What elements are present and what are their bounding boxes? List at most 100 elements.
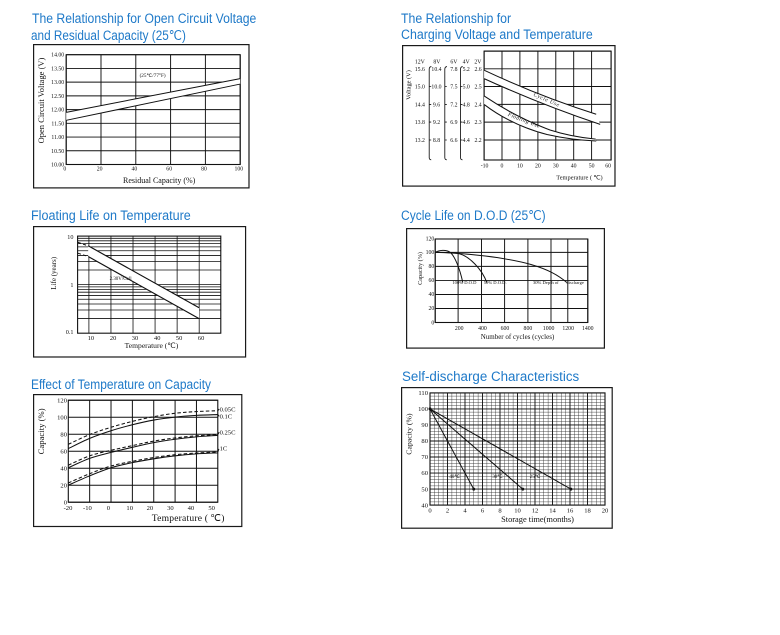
svg-text:0: 0 xyxy=(107,505,111,512)
svg-text:0: 0 xyxy=(64,500,68,507)
svg-text:8V: 8V xyxy=(433,59,441,65)
svg-text:7.8: 7.8 xyxy=(450,66,457,72)
svg-text:20: 20 xyxy=(535,163,541,169)
svg-text:Storage time(months): Storage time(months) xyxy=(501,514,574,523)
svg-text:discharge: discharge xyxy=(567,279,584,284)
svg-text:7.2: 7.2 xyxy=(450,102,457,108)
svg-text:60: 60 xyxy=(166,167,172,173)
svg-text:14.00: 14.00 xyxy=(51,53,64,59)
svg-text:120: 120 xyxy=(426,236,435,242)
svg-text:8: 8 xyxy=(498,507,502,514)
svg-text:2.4: 2.4 xyxy=(474,102,481,108)
svg-text:1C: 1C xyxy=(219,446,227,453)
svg-text:100: 100 xyxy=(426,250,435,256)
svg-text:Temperature (℃): Temperature (℃) xyxy=(124,341,178,350)
svg-text:50% D.O.D.: 50% D.O.D. xyxy=(484,279,507,284)
svg-text:40: 40 xyxy=(421,502,428,509)
svg-text:6: 6 xyxy=(481,507,485,514)
svg-text:80: 80 xyxy=(429,264,435,270)
svg-text:13.8: 13.8 xyxy=(415,120,425,126)
svg-text:Temperature ( ℃): Temperature ( ℃) xyxy=(556,174,602,181)
svg-text:4: 4 xyxy=(463,507,467,514)
svg-text:70: 70 xyxy=(421,454,428,461)
svg-text:18: 18 xyxy=(584,507,591,514)
svg-text:10: 10 xyxy=(126,505,133,512)
svg-text:0.05C: 0.05C xyxy=(219,407,236,414)
svg-text:5.0: 5.0 xyxy=(463,84,470,90)
svg-text:12: 12 xyxy=(532,507,539,514)
svg-text:1200: 1200 xyxy=(563,325,575,331)
svg-text:40: 40 xyxy=(131,167,137,173)
svg-text:0: 0 xyxy=(501,163,504,169)
svg-text:40: 40 xyxy=(154,335,160,342)
svg-text:120: 120 xyxy=(57,398,68,405)
svg-text:Capacity (%): Capacity (%) xyxy=(404,413,413,455)
svg-text:40: 40 xyxy=(571,163,577,169)
svg-text:20: 20 xyxy=(110,335,116,342)
svg-text:40: 40 xyxy=(187,505,194,512)
svg-text:20: 20 xyxy=(602,507,609,514)
svg-text:7.5: 7.5 xyxy=(450,84,457,90)
svg-text:12.00: 12.00 xyxy=(51,108,64,114)
svg-text:15.0: 15.0 xyxy=(415,84,425,90)
svg-text:10: 10 xyxy=(67,234,73,241)
svg-text:50: 50 xyxy=(175,335,181,342)
svg-text:14.4: 14.4 xyxy=(415,102,425,108)
svg-text:800: 800 xyxy=(524,325,533,331)
svg-text:10.50: 10.50 xyxy=(51,149,64,155)
svg-text:100% D.O.D: 100% D.O.D xyxy=(453,279,478,284)
svg-text:30% Depth of: 30% Depth of xyxy=(533,279,559,284)
svg-text:10.00: 10.00 xyxy=(51,163,64,169)
svg-text:100: 100 xyxy=(418,406,429,413)
svg-text:30: 30 xyxy=(553,163,559,169)
svg-text:10: 10 xyxy=(514,507,521,514)
svg-text:4V: 4V xyxy=(463,59,471,65)
svg-text:6V: 6V xyxy=(450,59,458,65)
svg-text:30: 30 xyxy=(167,505,174,512)
svg-text:6.6: 6.6 xyxy=(450,138,457,144)
svg-text:13.50: 13.50 xyxy=(51,67,64,73)
svg-text:-20: -20 xyxy=(63,505,72,512)
svg-text:1000: 1000 xyxy=(543,325,555,331)
svg-text:2.30V/Cell: 2.30V/Cell xyxy=(109,277,132,282)
svg-text:80: 80 xyxy=(421,438,428,445)
svg-text:5.2: 5.2 xyxy=(463,66,470,72)
svg-text:200: 200 xyxy=(455,325,464,331)
svg-text:Voltage (V): Voltage (V) xyxy=(406,70,413,100)
svg-text:2.3: 2.3 xyxy=(474,120,481,126)
svg-text:Capacity (%): Capacity (%) xyxy=(36,409,46,455)
svg-text:4.8: 4.8 xyxy=(463,102,470,108)
svg-text:100: 100 xyxy=(57,415,68,422)
svg-text:Residual Capacity (%): Residual Capacity (%) xyxy=(123,176,196,185)
svg-text:0: 0 xyxy=(432,320,435,326)
svg-text:11.50: 11.50 xyxy=(51,122,64,128)
svg-text:2: 2 xyxy=(446,507,449,514)
svg-text:0.25C: 0.25C xyxy=(219,430,236,437)
svg-text:13.00: 13.00 xyxy=(51,80,64,86)
svg-text:400: 400 xyxy=(478,325,487,331)
svg-text:16: 16 xyxy=(567,507,574,514)
svg-text:60: 60 xyxy=(421,470,428,477)
svg-text:2V: 2V xyxy=(474,59,482,65)
svg-text:2.2: 2.2 xyxy=(474,138,481,144)
svg-text:50: 50 xyxy=(421,486,428,493)
svg-text:110: 110 xyxy=(418,390,428,397)
svg-text:80: 80 xyxy=(60,432,67,439)
svg-text:0: 0 xyxy=(428,507,432,514)
svg-text:Life (years): Life (years) xyxy=(49,256,57,289)
svg-text:60: 60 xyxy=(429,278,435,284)
svg-text:40℃: 40℃ xyxy=(449,473,460,479)
svg-text:20: 20 xyxy=(60,483,67,490)
svg-text:10.0: 10.0 xyxy=(431,84,441,90)
svg-text:14: 14 xyxy=(549,507,556,514)
svg-text:80: 80 xyxy=(201,167,207,173)
svg-text:20: 20 xyxy=(96,167,102,173)
svg-text:15.6: 15.6 xyxy=(415,66,425,72)
svg-text:8.8: 8.8 xyxy=(433,138,440,144)
svg-text:9.6: 9.6 xyxy=(433,102,440,108)
svg-text:60: 60 xyxy=(60,449,67,456)
svg-text:50: 50 xyxy=(208,505,215,512)
svg-text:1: 1 xyxy=(70,281,73,288)
svg-text:0: 0 xyxy=(63,167,66,173)
svg-text:Number of cycles (cycles): Number of cycles (cycles) xyxy=(481,332,555,340)
